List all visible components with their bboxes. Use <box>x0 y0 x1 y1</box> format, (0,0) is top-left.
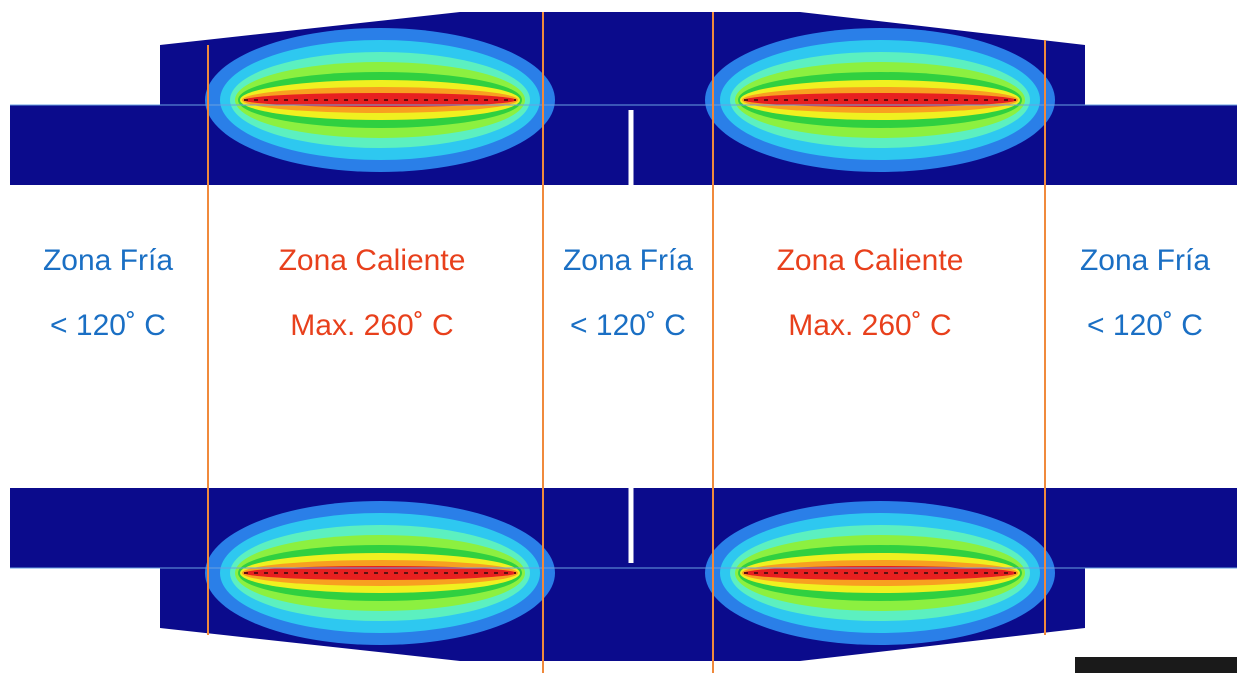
zone-temp: < 120˚ C <box>50 309 166 342</box>
zone-temp: < 120˚ C <box>1087 309 1203 342</box>
top-section <box>10 12 1237 185</box>
zone-name: Zona Caliente <box>279 244 466 277</box>
zone-temp: < 120˚ C <box>570 309 686 342</box>
zone-name: Zona Caliente <box>777 244 964 277</box>
corner-object <box>1075 657 1237 673</box>
zone-name: Zona Fría <box>1080 244 1210 277</box>
zone-name: Zona Fría <box>563 244 693 277</box>
zone-temp: Max. 260˚ C <box>290 309 453 342</box>
zone-name: Zona Fría <box>43 244 173 277</box>
bottom-section <box>10 488 1237 661</box>
zone-temp: Max. 260˚ C <box>788 309 951 342</box>
